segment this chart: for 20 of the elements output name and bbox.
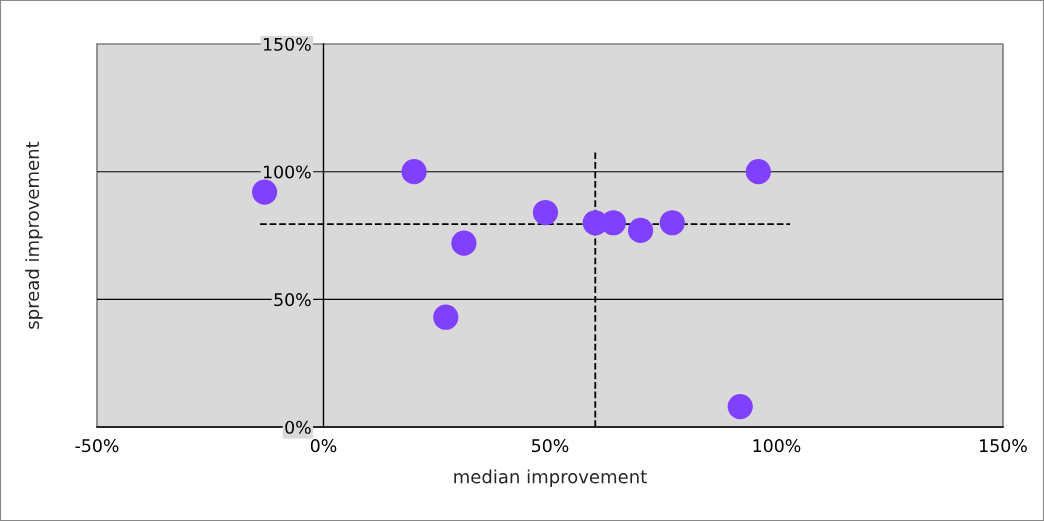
y-tick-label: 0% (285, 420, 311, 434)
y-tick-label: 50% (274, 293, 311, 307)
x-tick-label: -50% (75, 439, 119, 453)
point (433, 304, 459, 330)
x-axis-title: median improvement (454, 469, 647, 487)
y-tick-label: 150% (263, 37, 311, 51)
point (251, 179, 278, 205)
point (745, 159, 771, 185)
x-tick-label: 100% (753, 439, 801, 453)
point (532, 199, 559, 226)
y-axis-title: spread improvement (25, 141, 43, 329)
x-tick-label: 0% (310, 439, 337, 453)
x-tick-label: 50% (532, 439, 569, 453)
y-tick-label: 100% (263, 165, 311, 179)
point (401, 159, 427, 185)
x-tick-label: 150% (980, 439, 1027, 453)
point (627, 217, 654, 244)
point (727, 393, 753, 420)
point (451, 230, 477, 256)
point (659, 210, 685, 236)
